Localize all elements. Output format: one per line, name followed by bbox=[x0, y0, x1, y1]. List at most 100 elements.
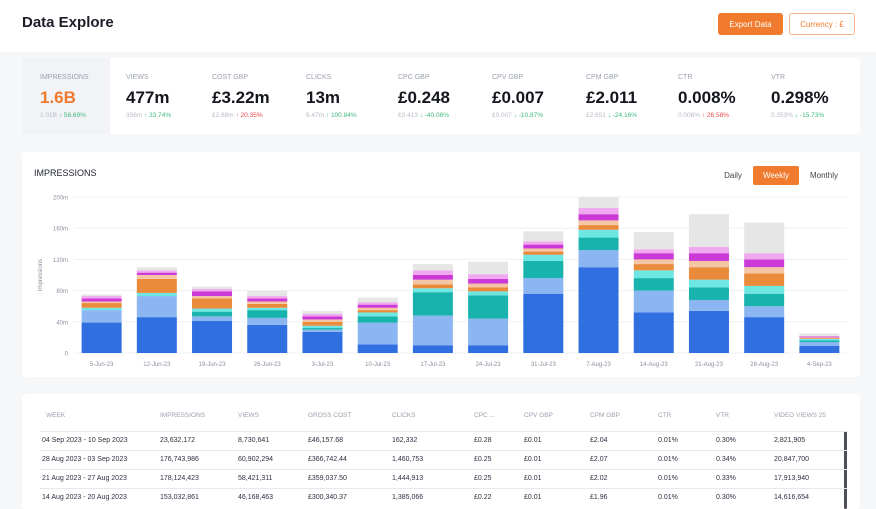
metric-label: CLICKS bbox=[306, 74, 332, 81]
column-header[interactable]: VIDEO VIEWS 25 bbox=[774, 412, 827, 419]
x-tick-label: 10-Jul-23 bbox=[365, 362, 391, 368]
table-row[interactable]: 28 Aug 2023 - 03 Sep 2023 176,743,986 60,9… bbox=[40, 450, 848, 469]
bar-segment-8 bbox=[302, 314, 343, 317]
metric-value: 1.6B bbox=[40, 88, 76, 107]
bar-segment-4 bbox=[744, 285, 785, 294]
bar-segment-8 bbox=[744, 253, 785, 260]
metrics-bar: IMPRESSIONS 1.6B 1.01B ↑ 58.69% VIEWS 477m 35… bbox=[22, 58, 860, 134]
bar-segment-2 bbox=[578, 250, 619, 268]
table-cell: £0.01 bbox=[524, 494, 542, 501]
column-header[interactable]: WEEK bbox=[46, 412, 66, 419]
metric-label: CPC GBP bbox=[398, 74, 430, 81]
metric-comparison: 0.353% ↓ -15.73% bbox=[771, 112, 824, 119]
table-cell: £0.01 bbox=[524, 437, 542, 444]
column-header[interactable]: GROSS COST bbox=[308, 412, 352, 419]
bar-segment-4 bbox=[578, 229, 619, 238]
metric-label: CPM GBP bbox=[586, 74, 619, 81]
column-header[interactable]: CLICKS bbox=[392, 412, 416, 419]
column-header[interactable]: VTR bbox=[716, 412, 729, 419]
bar-segment-9 bbox=[412, 264, 453, 271]
metric-ctr[interactable]: CTR 0.008% 0.006% ↑ 26.58% bbox=[660, 58, 748, 134]
bar-segment-2 bbox=[799, 342, 840, 346]
bar-segment-2 bbox=[302, 329, 343, 332]
bar-segment-4 bbox=[688, 279, 729, 288]
bar-segment-3 bbox=[578, 237, 619, 251]
table-cell: 0.01% bbox=[658, 437, 678, 444]
bar-segment-1 bbox=[799, 345, 840, 353]
bar-segment-2 bbox=[357, 322, 398, 345]
column-header[interactable]: CPC ... bbox=[474, 412, 495, 419]
metric-comparison: 1.01B ↑ 58.69% bbox=[40, 112, 86, 119]
toggle-daily[interactable]: Daily bbox=[714, 166, 752, 185]
y-tick-label: 160m bbox=[53, 227, 68, 233]
column-header[interactable]: VIEWS bbox=[238, 412, 259, 419]
bar-segment-3 bbox=[523, 260, 564, 279]
table-cell: 0.34% bbox=[716, 456, 736, 463]
column-header[interactable]: CPV GBP bbox=[524, 412, 553, 419]
metric-views[interactable]: VIEWS 477m 356m ↑ 33.74% bbox=[108, 58, 196, 134]
metric-impressions[interactable]: IMPRESSIONS 1.6B 1.01B ↑ 58.69% bbox=[22, 58, 110, 134]
metric-comparison: £2.651 ↓ -24.16% bbox=[586, 112, 637, 119]
column-header[interactable]: CTR bbox=[658, 412, 672, 419]
column-header[interactable]: IMPRESSIONS bbox=[160, 412, 206, 419]
bar-segment-5 bbox=[136, 278, 177, 293]
bar-segment-1 bbox=[136, 317, 177, 353]
metric-vtr[interactable]: VTR 0.298% 0.353% ↓ -15.73% bbox=[753, 58, 841, 134]
bar-segment-8 bbox=[578, 207, 619, 215]
metric-cost-gbp[interactable]: COST GBP £3.22m £2.88m ↑ 20.35% bbox=[194, 58, 282, 134]
toggle-weekly[interactable]: Weekly bbox=[753, 166, 799, 185]
bar-segment-5 bbox=[468, 287, 509, 292]
x-tick-label: 5-Jun-23 bbox=[90, 362, 114, 368]
export-data-button[interactable]: Export Data bbox=[718, 13, 783, 35]
bar-segment-3 bbox=[633, 278, 674, 291]
impressions-stacked-bar-chart: 0 40m 80m 120m 160m 200m Impressions 5-Jun-23 12… bbox=[38, 196, 847, 368]
page-title: Data Explore bbox=[22, 14, 114, 31]
bar-segment-6 bbox=[136, 275, 177, 279]
bar-segment-4 bbox=[136, 292, 177, 297]
bar-segment-4 bbox=[799, 338, 840, 341]
table-cell: £0.01 bbox=[524, 475, 542, 482]
bar-segment-1 bbox=[633, 312, 674, 353]
x-tick-label: 28-Aug-23 bbox=[750, 362, 779, 368]
currency-select-button[interactable]: Currency : £ bbox=[789, 13, 855, 35]
bar-segment-6 bbox=[412, 279, 453, 285]
bar-segment-9 bbox=[302, 310, 343, 314]
table-row[interactable]: 04 Sep 2023 - 10 Sep 2023 23,632,172 8,730… bbox=[40, 431, 848, 450]
metric-cpc-gbp[interactable]: CPC GBP £0.248 £0.413 ↓ -40.08% bbox=[380, 58, 468, 134]
metric-value: 0.298% bbox=[771, 88, 829, 107]
bar-segment-9 bbox=[744, 222, 785, 254]
metric-cpv-gbp[interactable]: CPV GBP £0.007 £0.007 ↓ -10.87% bbox=[474, 58, 562, 134]
bar-segment-7 bbox=[523, 244, 564, 249]
bar-segment-7 bbox=[578, 214, 619, 221]
metric-comparison: £0.007 ↓ -10.87% bbox=[492, 112, 543, 119]
metric-value: 13m bbox=[306, 88, 341, 107]
metric-previous-value: 6.47m bbox=[306, 112, 325, 119]
toggle-monthly[interactable]: Monthly bbox=[802, 166, 846, 185]
table-cell: £46,157.68 bbox=[308, 437, 344, 444]
metric-cpm-gbp[interactable]: CPM GBP £2.011 £2.651 ↓ -24.16% bbox=[568, 58, 656, 134]
table-cell: 14 Aug 2023 - 20 Aug 2023 bbox=[42, 494, 127, 501]
table-row[interactable]: 21 Aug 2023 - 27 Aug 2023 178,124,423 58,4… bbox=[40, 469, 848, 488]
table-row[interactable]: 14 Aug 2023 - 20 Aug 2023 153,032,861 46,1… bbox=[40, 488, 848, 507]
metric-comparison: £2.88m ↑ 20.35% bbox=[212, 112, 263, 119]
column-header[interactable]: CPM GBP bbox=[590, 412, 620, 419]
bar-segment-2 bbox=[633, 290, 674, 313]
table-cell: 8,730,641 bbox=[238, 437, 270, 444]
table-cell: 17,913,940 bbox=[774, 475, 810, 482]
bar-segment-6 bbox=[578, 220, 619, 226]
metric-change: ↑ 26.58% bbox=[701, 112, 729, 119]
x-tick-label: 17-Jul-23 bbox=[420, 362, 446, 368]
table-scrollbar[interactable] bbox=[844, 431, 847, 509]
bar-segment-4 bbox=[247, 307, 288, 311]
table-cell: £0.25 bbox=[474, 456, 492, 463]
bar-segment-8 bbox=[633, 249, 674, 254]
bar-segment-5 bbox=[744, 273, 785, 286]
bar-segment-9 bbox=[633, 232, 674, 250]
bar-segment-1 bbox=[81, 322, 122, 353]
bar-segment-8 bbox=[688, 246, 729, 254]
table-cell: 0.30% bbox=[716, 494, 736, 501]
x-tick-label: 26-Jun-23 bbox=[254, 362, 282, 368]
chart-title: IMPRESSIONS bbox=[34, 168, 97, 178]
metric-change: ↑ 20.35% bbox=[235, 112, 263, 119]
metric-clicks[interactable]: CLICKS 13m 6.47m ↑ 100.84% bbox=[288, 58, 376, 134]
